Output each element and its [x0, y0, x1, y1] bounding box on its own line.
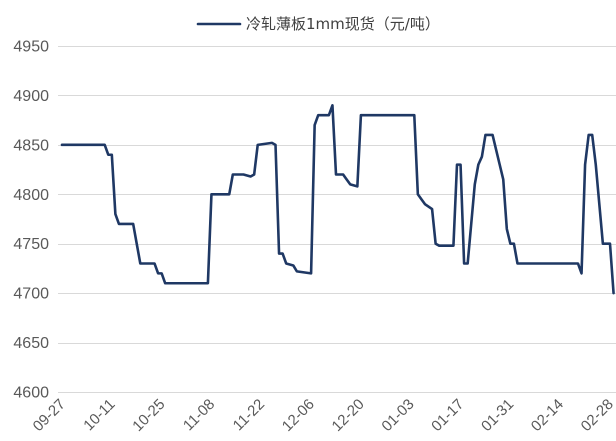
- x-tick-label-12-06: 12-06: [279, 396, 318, 435]
- x-tick-label-01-03: 01-03: [378, 396, 417, 435]
- y-tick-label-4800: 4800: [13, 187, 49, 204]
- x-tick-label-02-14: 02-14: [528, 396, 567, 435]
- x-tick-label-01-31: 01-31: [478, 396, 517, 435]
- y-tick-label-4850: 4850: [13, 137, 49, 154]
- x-tick-label-12-20: 12-20: [329, 396, 368, 435]
- y-tick-label-4950: 4950: [13, 39, 49, 56]
- y-tick-label-4750: 4750: [13, 236, 49, 253]
- legend: 冷轧薄板1mm现货（元/吨）: [196, 15, 440, 33]
- series-line-0: [60, 104, 615, 295]
- x-tick-label-09-27: 09-27: [30, 396, 69, 435]
- x-axis-tick-labels: 09-27 10-11 10-25 11-08 11-22 12-06 12-20 01-03…: [30, 396, 616, 435]
- x-tick-label-11-08: 11-08: [180, 396, 218, 434]
- x-tick-label-10-25: 10-25: [129, 396, 168, 435]
- y-tick-label-4700: 4700: [13, 286, 49, 303]
- y-tick-label-4900: 4900: [13, 88, 49, 105]
- y-tick-label-4600: 4600: [13, 385, 49, 402]
- y-tick-label-4650: 4650: [13, 335, 49, 352]
- x-tick-label-02-28: 02-28: [578, 396, 616, 435]
- series-layer: [60, 104, 615, 295]
- x-tick-label-10-11: 10-11: [80, 396, 118, 434]
- x-tick-label-01-17: 01-17: [428, 396, 467, 435]
- x-tick-label-11-22: 11-22: [230, 396, 268, 434]
- y-axis-tick-labels: 4600 4650 4700 4750 4800 4850 4900 4950: [13, 39, 49, 402]
- legend-label: 冷轧薄板1mm现货（元/吨）: [246, 15, 440, 33]
- gridlines: [58, 46, 616, 393]
